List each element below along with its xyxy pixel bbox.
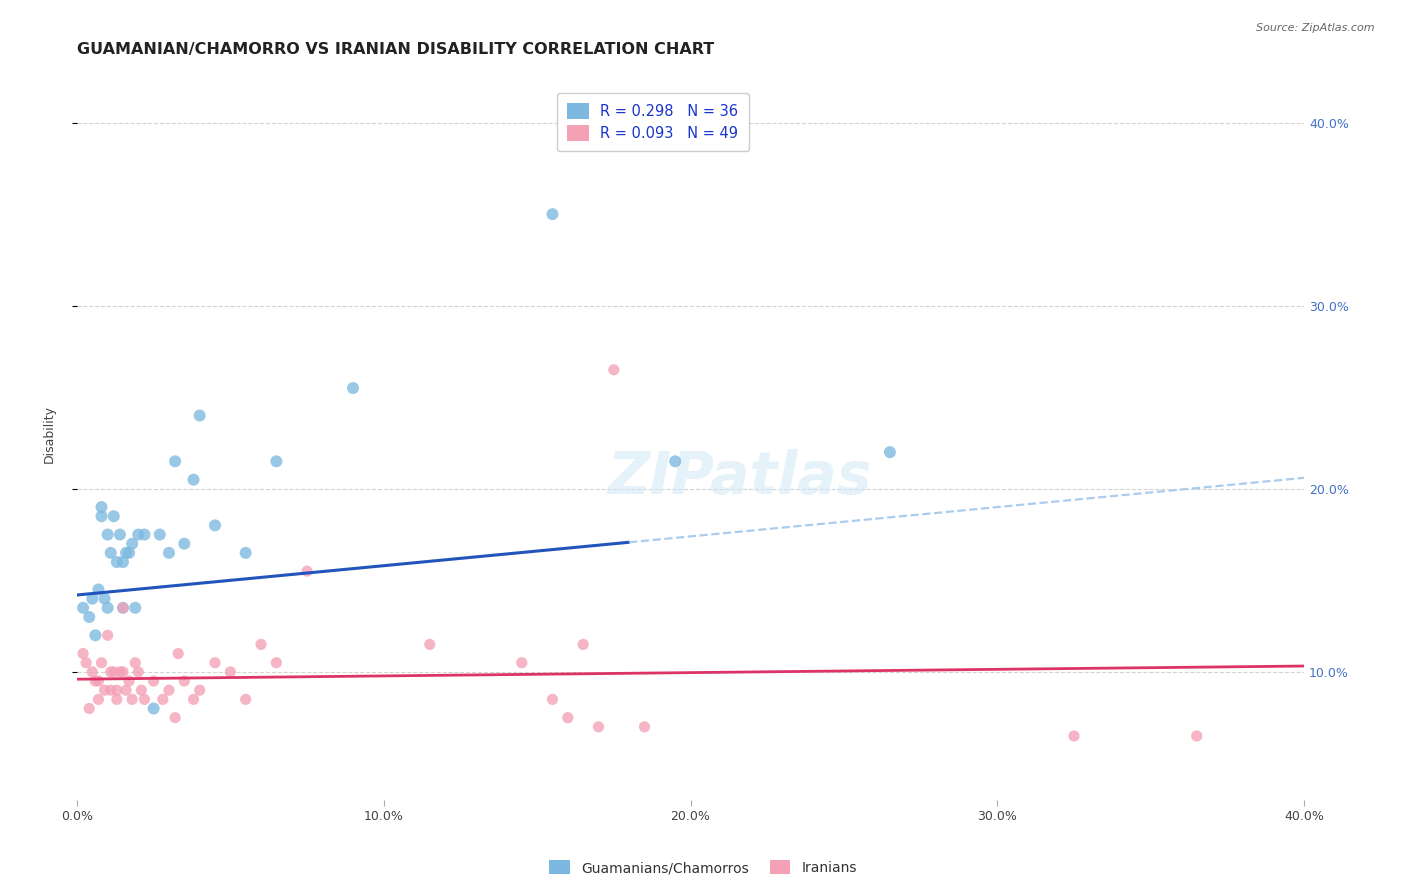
Point (97, 600, 120, 615)
Point (75, 656, 97, 670)
Point (124, 600, 146, 615)
Point (266, 454, 288, 468)
Point (173, 537, 195, 551)
Point (82, 665, 104, 679)
Point (84, 674, 107, 689)
Point (152, 692, 174, 706)
Point (419, 637, 441, 651)
Point (183, 473, 205, 487)
Text: Source: ZipAtlas.com: Source: ZipAtlas.com (1257, 23, 1375, 33)
Point (90, 656, 112, 670)
Point (77, 610, 100, 624)
Point (149, 527, 172, 541)
Point (124, 656, 146, 670)
Point (127, 527, 149, 541)
Point (115, 683, 138, 698)
Point (1185, 729, 1208, 743)
Point (103, 665, 125, 679)
Point (111, 665, 134, 679)
Point (250, 637, 273, 651)
Point (588, 720, 610, 734)
Point (510, 656, 533, 670)
Point (157, 546, 180, 560)
Point (879, 445, 901, 459)
Point (105, 555, 128, 569)
Text: GUAMANIAN/CHAMORRO VS IRANIAN DISABILITY CORRELATION CHART: GUAMANIAN/CHAMORRO VS IRANIAN DISABILITY… (77, 42, 714, 57)
Point (142, 701, 165, 715)
Point (183, 692, 205, 706)
Point (108, 665, 131, 679)
Point (121, 537, 143, 551)
Point (204, 518, 226, 533)
Point (118, 674, 141, 689)
Point (87, 674, 110, 689)
Point (266, 656, 288, 670)
Point (115, 546, 138, 560)
Point (90, 500, 112, 514)
Point (105, 683, 128, 698)
Point (188, 683, 211, 698)
Point (111, 600, 134, 615)
Point (204, 656, 226, 670)
Point (108, 527, 131, 541)
Point (105, 692, 128, 706)
Point (100, 546, 122, 560)
Point (165, 711, 187, 725)
Point (572, 637, 595, 651)
Point (87, 692, 110, 706)
Point (97, 527, 120, 541)
Point (118, 546, 141, 560)
Point (93, 591, 115, 606)
Point (167, 647, 190, 661)
Point (97, 628, 120, 642)
Point (664, 454, 686, 468)
Legend: Guamanians/Chamorros, Iranians: Guamanians/Chamorros, Iranians (544, 855, 862, 880)
Point (131, 683, 153, 698)
Point (93, 683, 115, 698)
Point (603, 363, 626, 377)
Point (100, 665, 122, 679)
Point (165, 454, 187, 468)
Point (1063, 729, 1085, 743)
Point (84, 628, 107, 642)
Point (157, 683, 180, 698)
Point (72, 600, 94, 615)
Point (77, 701, 100, 715)
Y-axis label: Disability: Disability (44, 405, 56, 463)
Point (295, 564, 318, 578)
Point (90, 509, 112, 524)
Point (541, 692, 564, 706)
Point (633, 720, 655, 734)
Point (188, 409, 211, 423)
Point (134, 527, 156, 541)
Point (142, 674, 165, 689)
Point (541, 207, 564, 221)
Point (103, 509, 125, 524)
Text: ZIPatlas: ZIPatlas (607, 450, 872, 507)
Point (235, 546, 257, 560)
Point (72, 647, 94, 661)
Point (342, 381, 364, 395)
Point (82, 591, 104, 606)
Point (100, 683, 122, 698)
Point (121, 692, 143, 706)
Point (111, 600, 134, 615)
Point (134, 692, 156, 706)
Point (219, 665, 242, 679)
Point (87, 582, 110, 597)
Point (557, 711, 579, 725)
Legend: R = 0.298   N = 36, R = 0.093   N = 49: R = 0.298 N = 36, R = 0.093 N = 49 (557, 94, 748, 152)
Point (111, 555, 134, 569)
Point (173, 674, 195, 689)
Point (235, 692, 257, 706)
Point (127, 665, 149, 679)
